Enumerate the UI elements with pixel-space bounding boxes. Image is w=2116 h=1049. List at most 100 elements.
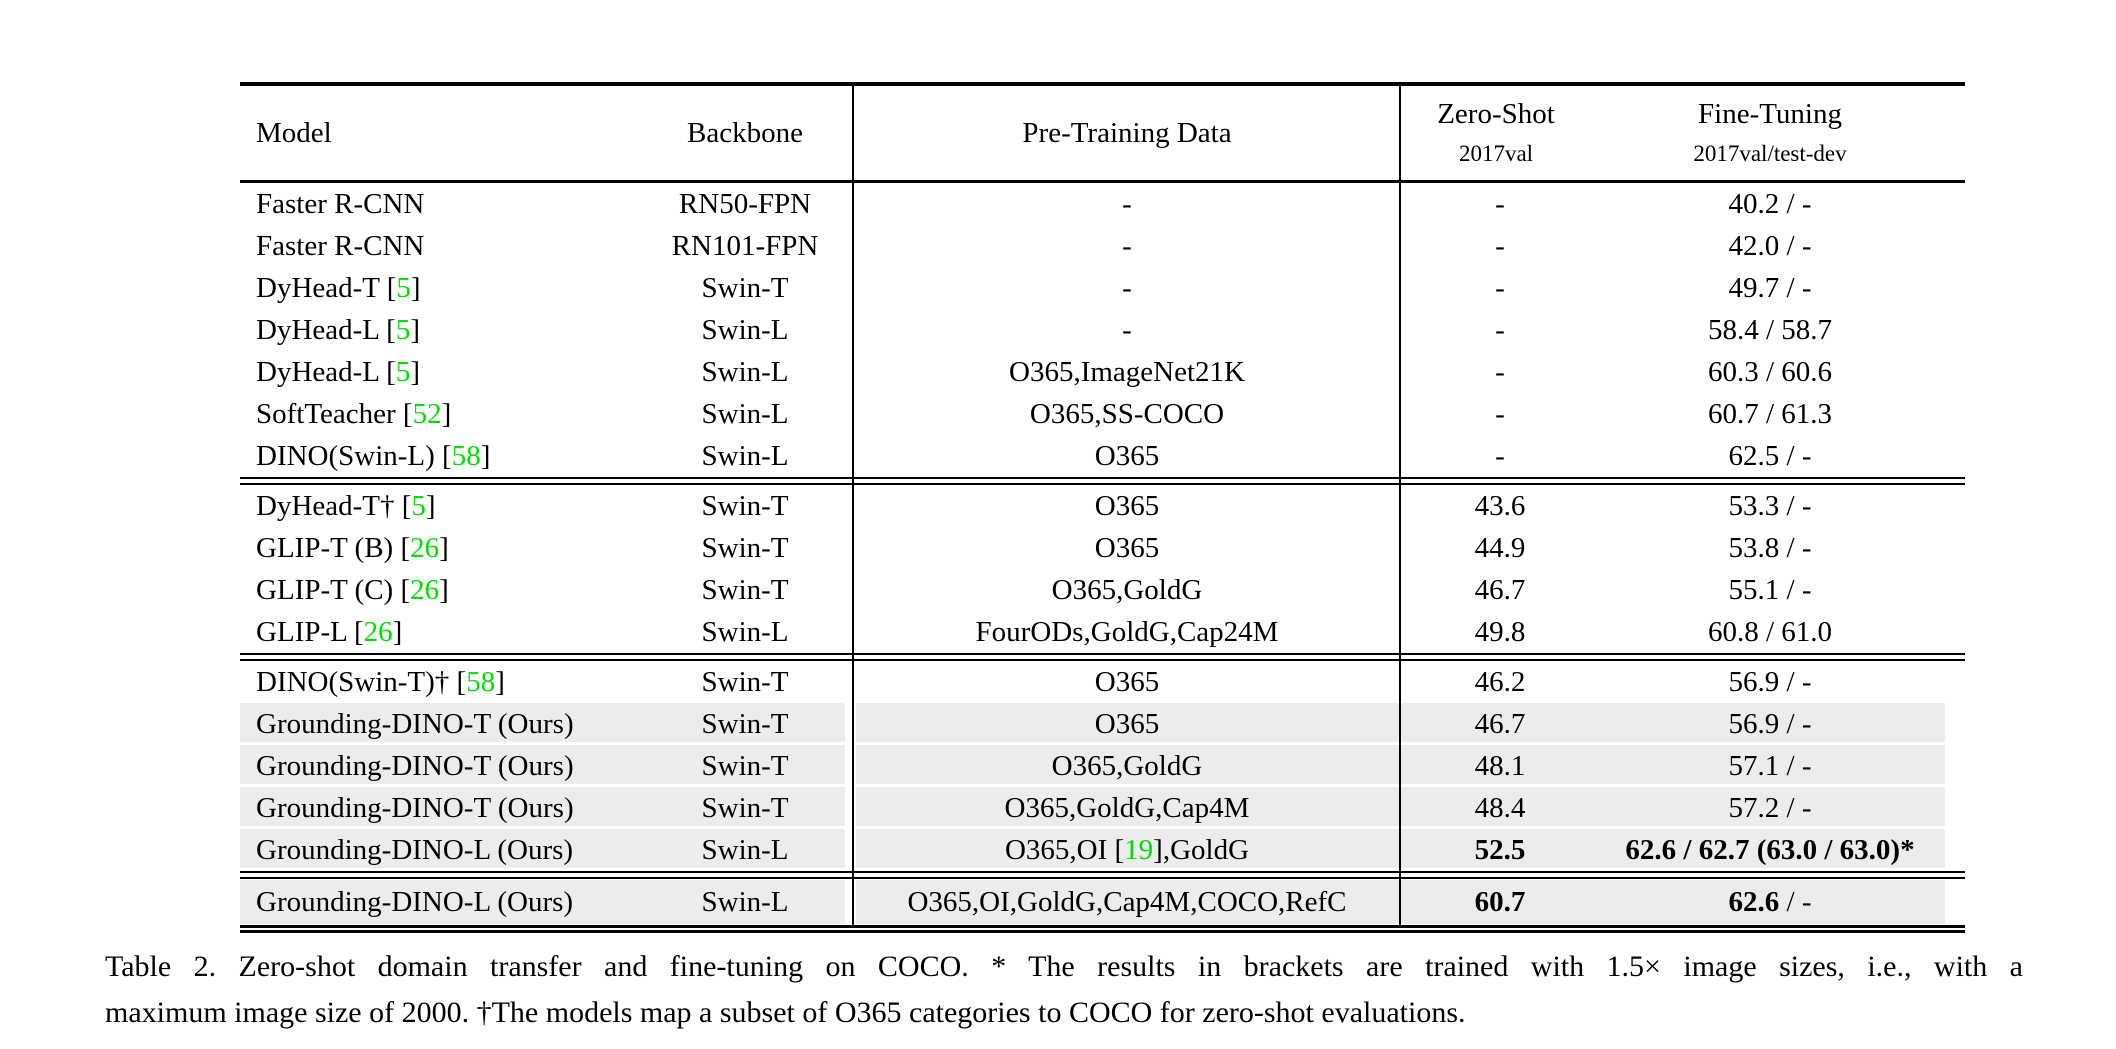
cell-finetune: 57.1 / -: [1728, 750, 1812, 782]
model-name-end: ]: [439, 532, 449, 564]
cell-model: Grounding-DINO-T (Ours): [256, 787, 841, 829]
citation-ref[interactable]: 26: [410, 574, 440, 606]
cell-finetune: 62.5 / -: [1728, 440, 1812, 472]
pretrain-data: O365,OI [: [1004, 834, 1125, 866]
cell-pretrain: -: [1122, 272, 1132, 304]
cell-pretrain: O365: [1094, 666, 1160, 698]
cell-zeroshot: 46.2: [1474, 666, 1526, 698]
model-name-end: ]: [439, 574, 449, 606]
cell-zeroshot: 48.1: [1474, 750, 1526, 782]
cell-pretrain: O365: [1094, 490, 1160, 522]
cell-backbone: Swin-L: [701, 834, 789, 866]
column-divider-2: [1399, 86, 1401, 925]
cell-pretrain: O365: [1094, 440, 1160, 472]
cell-backbone: Swin-L: [701, 886, 789, 918]
cell-model: Grounding-DINO-L (Ours): [256, 879, 841, 925]
cell-finetune: 53.3 / -: [1728, 490, 1812, 522]
citation-ref[interactable]: 19: [1124, 834, 1154, 866]
table-row-highlighted: Grounding-DINO-T (Ours) Swin-T O365 46.7…: [240, 703, 1965, 745]
cell-zeroshot: 48.4: [1474, 792, 1526, 824]
cell-backbone: Swin-T: [701, 708, 789, 740]
citation-ref[interactable]: 58: [466, 666, 496, 698]
cell-finetune: 56.9 / -: [1728, 666, 1812, 698]
cell-finetune: 49.7 / -: [1728, 272, 1812, 304]
cell-pretrain: O365,GoldG: [1051, 574, 1203, 606]
table-row: Faster R-CNN RN50-FPN - - 40.2 / -: [240, 183, 1965, 225]
cell-finetune: 56.9 / -: [1728, 708, 1812, 740]
cell-backbone: RN101-FPN: [671, 230, 819, 262]
table-row-highlighted: Grounding-DINO-T (Ours) Swin-T O365,Gold…: [240, 745, 1965, 787]
cell-backbone: Swin-L: [701, 356, 789, 388]
row-highlight: [240, 787, 845, 826]
cell-backbone: Swin-L: [701, 440, 789, 472]
cell-pretrain: O365,GoldG,Cap4M: [1004, 792, 1250, 824]
citation-ref[interactable]: 26: [410, 532, 440, 564]
citation-ref[interactable]: 58: [451, 440, 481, 472]
model-name-end: ]: [410, 272, 421, 304]
row-highlight: [240, 880, 845, 924]
header-zeroshot: Zero-Shot: [1437, 98, 1555, 130]
model-name-end: ]: [410, 356, 421, 388]
cell-model: GLIP-L [26]: [256, 611, 841, 653]
cell-backbone: Swin-L: [701, 398, 789, 430]
table-caption: Table 2. Zero-shot domain transfer and f…: [105, 944, 2023, 1036]
cell-model: DyHead-T† [5]: [256, 485, 841, 527]
cell-model: Grounding-DINO-T (Ours): [256, 703, 841, 745]
table-row: DINO(Swin-T)† [58] Swin-T O365 46.2 56.9…: [240, 661, 1965, 703]
row-highlight: [240, 829, 845, 868]
header-finetune: Fine-Tuning: [1698, 98, 1842, 130]
cell-pretrain: O365: [1094, 532, 1160, 564]
model-name: DINO(Swin-L) [: [256, 440, 452, 472]
citation-ref[interactable]: 5: [395, 356, 411, 388]
model-name: Grounding-DINO-L (Ours): [256, 886, 574, 918]
cell-zeroshot: -: [1495, 356, 1505, 388]
table-top-rule: [240, 82, 1965, 86]
section-separator: [240, 871, 1965, 879]
model-name: DyHead-L [: [256, 356, 396, 388]
model-name-end: ]: [425, 490, 436, 522]
table-row: DINO(Swin-L) [58] Swin-L O365 - 62.5 / -: [240, 435, 1965, 477]
cell-finetune: 62.6 / 62.7 (63.0 / 63.0)*: [1625, 834, 1915, 866]
model-name-end: ]: [441, 398, 452, 430]
table-bottom-rule: [240, 925, 1965, 933]
cell-model: Faster R-CNN: [256, 225, 841, 267]
header-model: Model: [256, 117, 332, 149]
citation-ref[interactable]: 5: [396, 272, 411, 304]
cell-model: DyHead-L [5]: [256, 351, 841, 393]
cell-zeroshot: 44.9: [1474, 532, 1526, 564]
table-row-highlighted: Grounding-DINO-T (Ours) Swin-T O365,Gold…: [240, 787, 1965, 829]
cell-zeroshot: -: [1495, 440, 1505, 472]
cell-finetune: 60.8 / 61.0: [1707, 616, 1833, 648]
table-row: GLIP-L [26] Swin-L FourODs,GoldG,Cap24M …: [240, 611, 1965, 653]
citation-ref[interactable]: 5: [411, 490, 426, 522]
cell-backbone: Swin-L: [701, 616, 789, 648]
cell-backbone: Swin-T: [701, 574, 789, 606]
cell-model: DINO(Swin-T)† [58]: [256, 661, 841, 703]
cell-zeroshot: -: [1495, 398, 1505, 430]
cell-backbone: RN50-FPN: [678, 188, 812, 220]
citation-ref[interactable]: 52: [412, 398, 442, 430]
column-divider-1: [852, 86, 854, 925]
table-row: DyHead-T† [5] Swin-T O365 43.6 53.3 / -: [240, 485, 1965, 527]
model-name: DyHead-T† [: [256, 490, 412, 522]
table-row: DyHead-L [5] Swin-L O365,ImageNet21K - 6…: [240, 351, 1965, 393]
header-finetune-sub: 2017val/test-dev: [1693, 141, 1847, 166]
model-name: Grounding-DINO-L (Ours): [256, 834, 574, 866]
citation-ref[interactable]: 5: [395, 314, 411, 346]
cell-backbone: Swin-T: [701, 490, 789, 522]
cell-zeroshot: 46.7: [1474, 708, 1526, 740]
cell-zeroshot: -: [1495, 230, 1505, 262]
header-backbone: Backbone: [687, 117, 803, 149]
cell-pretrain: O365,SS-COCO: [1029, 398, 1225, 430]
model-name: GLIP-L [: [256, 616, 364, 648]
model-name-end: ]: [495, 666, 505, 698]
table-row: GLIP-T (C) [26] Swin-T O365,GoldG 46.7 5…: [240, 569, 1965, 611]
cell-pretrain: -: [1122, 230, 1132, 262]
citation-ref[interactable]: 26: [363, 616, 393, 648]
row-highlight: [240, 703, 845, 742]
model-name: GLIP-T (B) [: [256, 532, 411, 564]
cell-finetune: 40.2 / -: [1728, 188, 1812, 220]
cell-pretrain: O365,GoldG: [1051, 750, 1203, 782]
results-table: Model Backbone Pre-Training Data Zero-Sh…: [240, 82, 1965, 933]
